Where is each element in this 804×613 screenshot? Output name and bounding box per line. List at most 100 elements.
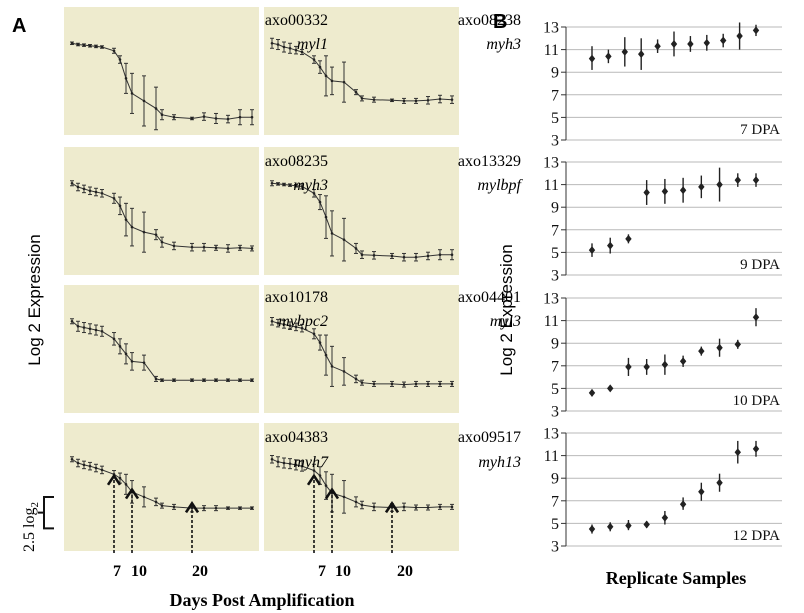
sample-marker-3-6 — [698, 347, 705, 356]
point-axo13329-14 — [390, 254, 394, 258]
day-tick-labels: 7 10 20 7 10 20 — [113, 563, 413, 580]
point-axo04401-4 — [294, 325, 298, 329]
sample-marker-1-10 — [752, 26, 760, 35]
point-axo08238-3 — [288, 46, 292, 50]
scale-bar-label: 2.5 log2 — [21, 502, 41, 552]
ytick-label-2-7: 7 — [551, 222, 559, 239]
point-axo04401-10 — [342, 370, 346, 373]
sample-marker-2-7 — [716, 180, 723, 189]
point-axo08235-5 — [100, 191, 104, 195]
point-axo08238-4 — [294, 48, 298, 52]
point-axo13329-15 — [402, 255, 406, 259]
arrow-head-20-2 — [384, 501, 400, 514]
ytick-label-1-3: 3 — [551, 133, 559, 150]
sample-marker-4-7 — [716, 478, 723, 487]
sample-marker-1-9 — [736, 32, 743, 41]
gene-id-8: axo09517 — [458, 429, 521, 446]
arrow-head-20-1 — [184, 501, 200, 514]
sample-marker-2-0 — [588, 246, 596, 255]
point-axo04401-6 — [312, 332, 316, 336]
point-axo08235-2 — [82, 187, 86, 191]
panel-a-bg-7 — [64, 423, 259, 551]
sample-marker-2-9 — [752, 176, 760, 185]
point-axo08238-10 — [342, 80, 346, 84]
point-axo08235-14 — [190, 245, 194, 249]
point-axo08235-10 — [142, 230, 146, 234]
sample-marker-1-0 — [588, 54, 596, 63]
point-axo13329-19 — [450, 253, 454, 257]
day-tick-20-right: 20 — [397, 563, 413, 580]
point-axo13329-17 — [426, 254, 430, 258]
point-axo09517-17 — [426, 506, 430, 509]
point-axo10178-5 — [100, 329, 104, 333]
panel-b-xlabel: Replicate Samples — [606, 568, 746, 588]
point-axo04401-17 — [426, 382, 430, 386]
ytick-label-4-3: 3 — [551, 539, 559, 556]
sample-marker-1-8 — [720, 36, 727, 45]
sample-marker-4-8 — [734, 448, 741, 457]
point-axo09517-0 — [270, 457, 274, 461]
gene-id-6: axo04401 — [458, 289, 521, 306]
day-tick-7-right: 7 — [318, 563, 326, 580]
point-axo09517-6 — [312, 469, 316, 472]
point-axo08235-12 — [160, 240, 164, 244]
point-axo00332-7 — [118, 58, 122, 61]
point-axo08238-16 — [414, 99, 418, 103]
point-axo09517-18 — [438, 505, 442, 509]
day-tick-10-right: 10 — [335, 563, 351, 580]
ytick-label-1-7: 7 — [551, 87, 559, 104]
panel-a-ylabel: Log 2 Expression — [25, 234, 44, 365]
point-axo08238-19 — [450, 98, 454, 101]
point-axo08238-7 — [318, 65, 322, 69]
point-axo04383-18 — [238, 506, 242, 510]
point-axo00332-0 — [70, 41, 74, 45]
point-axo09517-16 — [414, 506, 418, 509]
sample-marker-1-4 — [654, 42, 661, 51]
gene-name-8: myh13 — [478, 454, 521, 471]
ytick-label-3-13: 13 — [543, 291, 559, 308]
point-axo13329-7 — [318, 200, 322, 204]
sample-marker-3-1 — [607, 384, 614, 393]
ytick-label-1-5: 5 — [551, 110, 559, 127]
ytick-label-2-13: 13 — [543, 155, 559, 172]
point-axo04383-12 — [160, 504, 164, 507]
point-axo10178-7 — [118, 345, 122, 348]
sample-marker-4-9 — [752, 444, 760, 453]
point-axo08235-7 — [118, 204, 122, 208]
point-axo09517-13 — [372, 505, 376, 509]
point-axo13329-11 — [354, 247, 358, 250]
point-axo09517-4 — [294, 463, 298, 467]
ytick-label-4-5: 5 — [551, 516, 559, 533]
panel-b-letter: B — [493, 11, 507, 33]
point-axo04401-12 — [360, 381, 364, 384]
ytick-label-1-11: 11 — [544, 42, 559, 59]
point-axo08238-1 — [276, 43, 280, 46]
point-axo09517-10 — [342, 495, 346, 499]
point-axo04383-1 — [76, 461, 80, 465]
point-axo00332-8 — [124, 77, 128, 80]
sample-marker-2-6 — [698, 182, 705, 191]
gene-name-2: myh3 — [486, 36, 521, 53]
point-axo04401-8 — [324, 353, 328, 357]
ytick-label-3-9: 9 — [551, 336, 559, 353]
point-axo00332-6 — [112, 49, 116, 53]
gene-id-7: axo04383 — [265, 429, 328, 446]
point-axo04401-2 — [282, 323, 286, 326]
point-axo08235-3 — [88, 189, 92, 193]
point-axo04401-0 — [270, 319, 274, 323]
ytick-label-2-5: 5 — [551, 245, 559, 262]
point-axo00332-3 — [88, 44, 92, 48]
point-axo10178-19 — [250, 378, 254, 382]
point-axo08235-16 — [214, 246, 218, 250]
point-axo08238-17 — [426, 98, 430, 102]
gene-id-2: axo08238 — [458, 12, 521, 29]
point-axo13329-1 — [276, 182, 280, 186]
dpa-label-1: 7 DPA — [740, 122, 780, 138]
sample-marker-2-3 — [643, 188, 650, 197]
scale-bar: 2.5 log2 — [21, 496, 54, 552]
point-axo04401-16 — [414, 382, 418, 386]
point-axo00332-9 — [130, 92, 134, 95]
sample-marker-3-3 — [643, 362, 650, 371]
panel-b-charts: 3 5 7 9 11 13 7 DPA 3 5 7 9 11 13 9 DPA 3 5 7 9 11 13 10 DPA… — [543, 20, 782, 556]
